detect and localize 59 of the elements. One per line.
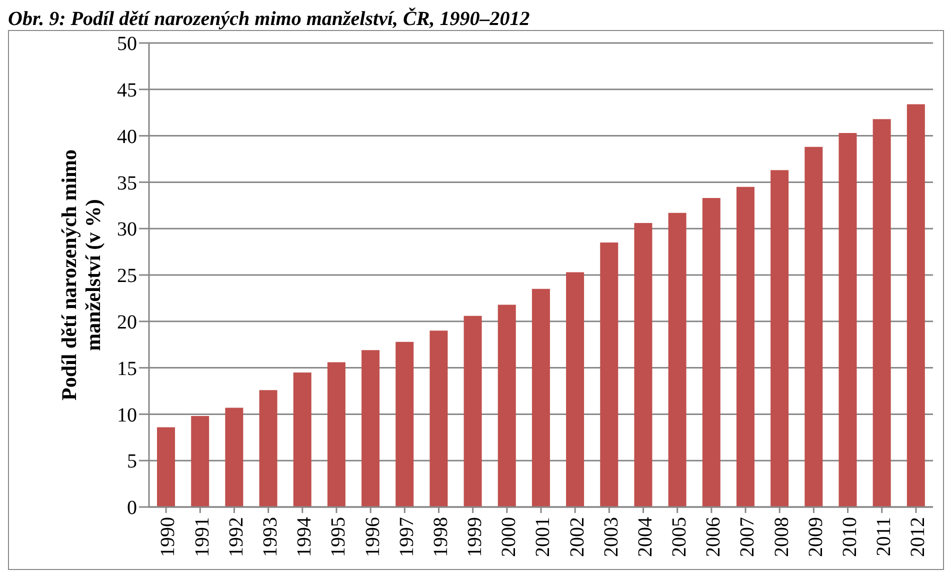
x-tick-label: 2010 bbox=[838, 517, 861, 557]
y-tick-label: 45 bbox=[117, 80, 137, 102]
x-tick-label: 1993 bbox=[260, 517, 282, 557]
bar bbox=[532, 288, 550, 507]
bar bbox=[157, 427, 175, 507]
bar bbox=[770, 170, 789, 507]
y-tick-label: 25 bbox=[117, 265, 137, 288]
bar bbox=[804, 146, 823, 507]
x-tick-label: 2011 bbox=[873, 517, 896, 556]
y-tick-label: 15 bbox=[117, 358, 137, 380]
bar bbox=[259, 390, 278, 507]
bar bbox=[702, 198, 720, 507]
x-tick-label: 1996 bbox=[362, 517, 384, 557]
bar bbox=[362, 350, 380, 507]
x-tick-label: 2002 bbox=[566, 517, 588, 557]
x-tick-label: 1990 bbox=[157, 517, 180, 557]
y-tick-label: 35 bbox=[117, 172, 137, 194]
x-tick-label: 1994 bbox=[294, 517, 316, 557]
x-tick-label: 1995 bbox=[328, 517, 350, 557]
bar bbox=[498, 304, 516, 507]
bar bbox=[872, 119, 891, 507]
x-tick-label: 1999 bbox=[464, 517, 486, 557]
bar bbox=[293, 372, 312, 507]
x-tick-label: 1992 bbox=[225, 517, 248, 557]
x-tick-label: 1991 bbox=[191, 517, 214, 557]
y-tick-label: 0 bbox=[127, 497, 137, 520]
y-tick-label: 5 bbox=[127, 450, 137, 473]
x-tick-label: 2006 bbox=[702, 517, 725, 557]
y-tick-label: 50 bbox=[117, 33, 137, 56]
bar bbox=[668, 212, 686, 507]
chart-title: Obr. 9: Podíl dětí narozených mimo manželství, ČR, 1990–2012 bbox=[8, 8, 531, 30]
bar bbox=[327, 362, 346, 507]
bar bbox=[634, 223, 652, 507]
x-tick-label: 2003 bbox=[600, 517, 622, 557]
x-tick-label: 1998 bbox=[430, 517, 452, 557]
y-tick-label: 20 bbox=[117, 312, 137, 334]
bar bbox=[396, 342, 414, 507]
x-tick-label: 2000 bbox=[498, 517, 520, 557]
x-tick-label: 2005 bbox=[668, 517, 691, 557]
x-tick-label: 2009 bbox=[804, 517, 827, 557]
bar bbox=[838, 133, 857, 507]
bar bbox=[191, 416, 210, 507]
x-tick-label: 2008 bbox=[770, 517, 793, 557]
x-tick-label: 2012 bbox=[907, 517, 930, 557]
x-tick-label: 2001 bbox=[532, 517, 554, 557]
bar bbox=[225, 408, 244, 507]
y-tick-label: 10 bbox=[117, 404, 137, 426]
x-tick-label: 2004 bbox=[634, 517, 656, 557]
y-tick-label: 30 bbox=[117, 218, 137, 241]
bar bbox=[464, 316, 482, 507]
bar bbox=[736, 186, 754, 507]
y-tick-label: 40 bbox=[117, 126, 137, 148]
x-tick-label: 1997 bbox=[396, 517, 418, 557]
x-tick-label: 2007 bbox=[736, 517, 759, 557]
bar bbox=[600, 242, 618, 507]
y-axis-title: Podíl dětí narozených mimo manželství (v %) bbox=[57, 149, 105, 401]
bar bbox=[906, 104, 925, 507]
bar bbox=[566, 272, 584, 507]
bar bbox=[430, 330, 448, 507]
